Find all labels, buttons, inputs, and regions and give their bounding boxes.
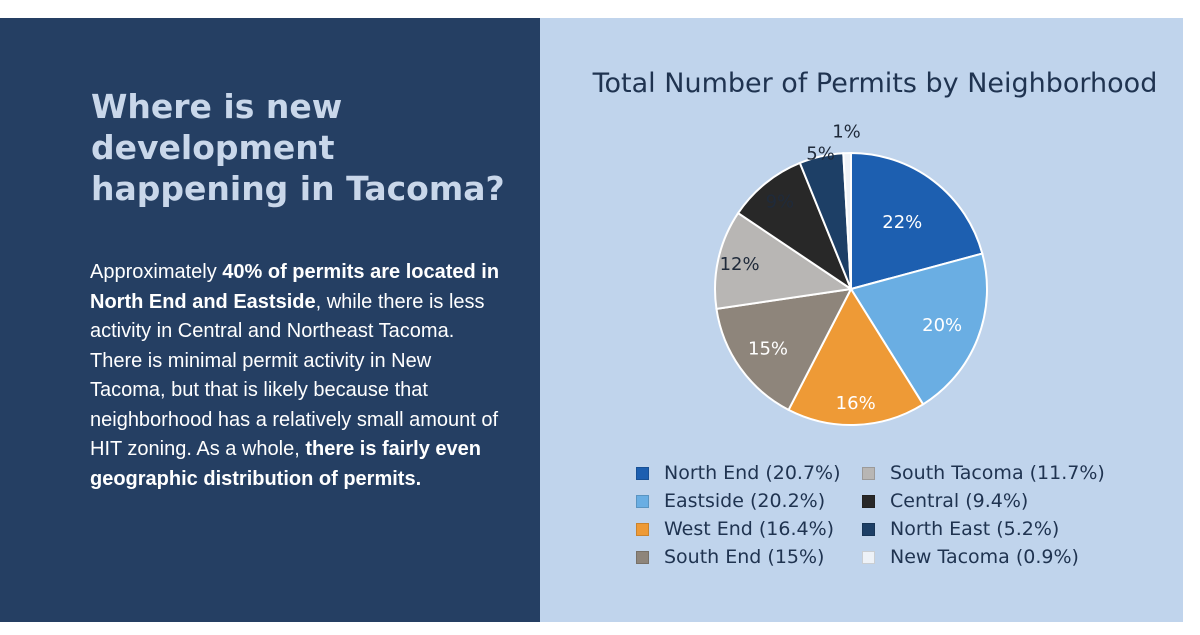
slice-label-central: 9%: [766, 191, 795, 212]
slice-label-north-east: 5%: [806, 144, 835, 165]
slice-label-north-end: 22%: [882, 212, 922, 233]
legend-item-central: Central (9.4%): [862, 487, 1105, 515]
legend-item-eastside: Eastside (20.2%): [636, 487, 841, 515]
legend-label: West End (16.4%): [664, 518, 835, 540]
description-bold-2: there is fairly even geographic distribu…: [90, 438, 481, 490]
pie-slice-south-tacoma: [714, 211, 854, 311]
legend-swatch: [636, 522, 649, 536]
pie-slice-new-tacoma: [842, 151, 852, 290]
description-intro: Approximately: [90, 261, 223, 283]
legend-item-south-tacoma: South Tacoma (11.7%): [862, 459, 1105, 487]
slice-label-south-end: 15%: [748, 338, 788, 359]
legend-swatch: [862, 494, 875, 508]
legend-label: North End (20.7%): [664, 462, 841, 484]
pie-slice-west-end: [787, 286, 925, 426]
legend-item-north-east: North East (5.2%): [862, 515, 1105, 543]
description-text: Approximately 40% of permits are located…: [90, 258, 510, 494]
pie-slice-south-end: [715, 287, 853, 412]
legend-column-2: South Tacoma (11.7%) Central (9.4%) North …: [862, 459, 1105, 571]
page-title: Where is new development happening in Ta…: [91, 86, 511, 209]
description-bold-1: 40% of permits are located in North End …: [90, 261, 500, 313]
legend-item-south-end: South End (15%): [636, 543, 841, 571]
legend-swatch: [636, 494, 649, 508]
legend-label: South Tacoma (11.7%): [890, 462, 1105, 484]
legend-swatch: [636, 550, 649, 564]
title-line-3: happening in Tacoma?: [91, 169, 505, 208]
pie-slice-eastside: [849, 252, 988, 406]
slice-label-eastside: 20%: [922, 315, 962, 336]
legend-item-north-end: North End (20.7%): [636, 459, 841, 487]
legend-label: Eastside (20.2%): [664, 490, 826, 512]
pie-slice-central: [736, 161, 854, 292]
legend-swatch: [862, 522, 875, 536]
legend-column-1: North End (20.7%) Eastside (20.2%) West En…: [636, 459, 841, 571]
title-line-1: Where is new: [91, 87, 343, 126]
legend-label: North East (5.2%): [890, 518, 1060, 540]
legend-swatch: [636, 466, 649, 480]
legend-label: South End (15%): [664, 546, 825, 568]
description-middle: , while there is less activity in Centra…: [90, 290, 499, 461]
chart-title: Total Number of Permits by Neighborhood: [592, 68, 1158, 99]
slice-label-west-end: 16%: [836, 393, 876, 414]
title-line-2: development: [91, 128, 335, 167]
slice-label-new-tacoma: 1%: [832, 121, 861, 142]
legend-swatch: [862, 466, 875, 480]
legend-label: Central (9.4%): [890, 490, 1029, 512]
legend-swatch: [862, 550, 875, 564]
slice-label-south-tacoma: 12%: [720, 254, 760, 275]
left-panel: [0, 18, 540, 622]
legend-label: New Tacoma (0.9%): [890, 546, 1079, 568]
pie-slice-north-end: [850, 151, 984, 291]
legend-item-west-end: West End (16.4%): [636, 515, 841, 543]
legend-item-new-tacoma: New Tacoma (0.9%): [862, 543, 1105, 571]
